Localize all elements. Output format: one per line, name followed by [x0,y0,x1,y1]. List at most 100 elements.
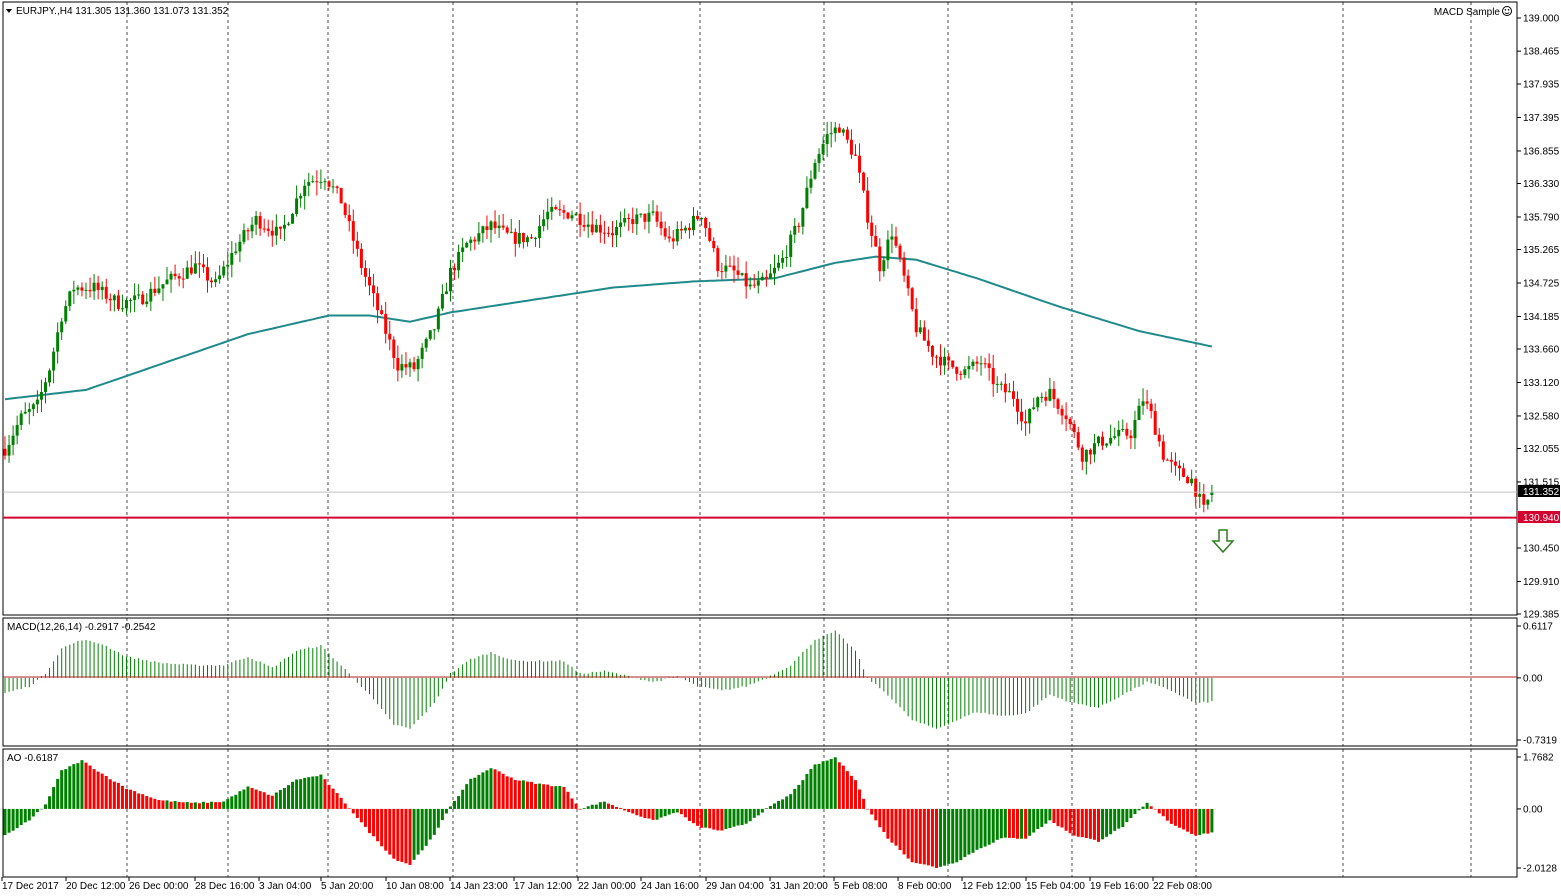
candle [376,286,380,324]
candle [141,291,145,306]
candle [651,200,655,216]
candle [68,290,72,312]
candle [214,271,218,288]
ao-bar [967,808,971,855]
ao-bar [141,794,145,809]
ao-grid [126,749,1472,877]
candle [84,282,88,299]
ao-bar [594,804,598,809]
ao-bar [590,804,594,809]
ao-bar [258,791,262,809]
ao-bar [538,783,542,809]
ao-bar [841,765,845,809]
time-tick-label: 26 Dec 00:00 [129,881,189,892]
ao-bar [368,808,371,834]
ao-bar [108,779,112,809]
ao-bar [27,808,31,821]
candle [700,217,704,226]
candle [692,207,695,236]
ao-bar [951,808,955,864]
ao-bar [845,771,849,809]
candle [509,218,513,234]
candle [197,251,201,278]
ao-bar [1044,808,1048,824]
moving-average [4,255,1213,401]
expert-header[interactable]: MACD Sample [1434,6,1512,19]
ao-bar [161,800,165,809]
candle [1016,391,1019,425]
ao-bar [728,808,732,828]
price-pane-frame [2,1,1518,616]
candle [173,264,177,280]
price-pane[interactable]: EURJPY.,H4 131.305 131.360 131.073 131.3… [2,1,1560,621]
ao-bar [363,808,367,827]
ao-bar [700,808,704,828]
time-tick-label: 31 Jan 20:00 [770,881,828,892]
ao-bar [687,808,691,821]
ao-bar [84,762,88,809]
candle [380,305,384,316]
candle [52,347,56,384]
candle [1040,392,1044,403]
candle [1052,381,1056,408]
candle [679,221,683,240]
candle [1129,430,1133,449]
ao-bar [627,808,631,813]
ao-bar [347,808,351,809]
candle [343,202,347,219]
dropdown-triangle-icon[interactable] [6,9,12,13]
ao-bar [570,798,574,809]
candle [1210,484,1214,502]
ao-bar [392,808,396,859]
candle [752,274,756,289]
candle [104,278,108,304]
candle [866,177,870,230]
candle [878,238,882,282]
ao-bar [177,802,181,809]
candle [327,180,331,191]
candle [469,236,473,251]
ao-bar [914,808,918,864]
candle [274,214,278,245]
ao-bar [254,789,258,809]
macd-label: MACD(12,26,14) -0.2917 -0.2542 [7,622,156,633]
ao-bar [898,808,902,851]
ao-bar [1145,802,1149,809]
ao-bar [789,794,793,809]
ao-bar [469,778,473,809]
candle [910,286,914,312]
candle [935,354,938,369]
ao-bar [1133,808,1137,815]
ao-bar [266,794,270,809]
ao-bar [481,772,485,809]
ao-bar [930,808,934,867]
time-tick-label: 5 Feb 08:00 [834,881,888,892]
ao-bar [80,760,84,809]
ao-bar [631,808,635,814]
candle [643,213,647,230]
ao-bar [60,770,64,809]
ao-bar [655,808,659,820]
candle [756,270,760,294]
candle [724,254,728,279]
ao-bar [1040,808,1044,827]
ao-bar [408,808,412,865]
ao-bar [525,781,529,809]
ao-pane[interactable]: AO -0.6187 1.7682 0.00 -2.0128 [2,748,1557,878]
candle [886,230,890,269]
candle [918,319,922,334]
candle [1190,469,1194,486]
candle [234,242,238,255]
candle [1092,433,1096,463]
ao-bar [606,803,610,809]
ao-bar [218,802,222,809]
candle [11,425,15,456]
ao-label: AO -0.6187 [7,753,59,764]
candle [683,225,687,234]
macd-pane[interactable]: MACD(12,26,14) -0.2917 -0.2542 0.6117 0.0… [2,617,1557,747]
candle [1161,434,1165,463]
price-tick-label: 132.580 [1523,411,1560,422]
candle [262,218,266,233]
candle [137,284,141,300]
